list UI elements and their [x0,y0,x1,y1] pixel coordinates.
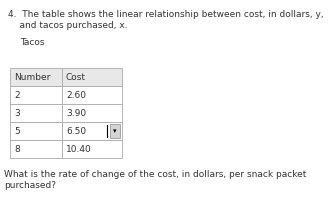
Text: purchased?: purchased? [4,181,56,190]
Bar [62,122,122,140]
Bar [10,104,62,122]
Bar [110,124,120,138]
Text: 3.90: 3.90 [66,109,86,118]
Text: 6.50: 6.50 [66,126,86,135]
Text: Tacos: Tacos [20,38,44,47]
Text: 10.40: 10.40 [66,144,92,154]
Bar [62,68,122,86]
Bar [62,140,122,158]
Bar [10,140,62,158]
Bar [10,68,62,86]
Text: Number: Number [14,72,50,81]
Text: What is the rate of change of the cost, in dollars, per snack packet: What is the rate of change of the cost, … [4,170,306,179]
Text: 5: 5 [14,126,20,135]
Bar [62,104,122,122]
Text: 3: 3 [14,109,20,118]
Text: and tacos purchased, x.: and tacos purchased, x. [8,21,127,30]
Text: 8: 8 [14,144,20,154]
Text: 4.  The table shows the linear relationship between cost, in dollars, y,: 4. The table shows the linear relationsh… [8,10,324,19]
Text: 2.60: 2.60 [66,91,86,100]
Text: ▾: ▾ [113,128,117,134]
Bar [10,86,62,104]
Bar [10,122,62,140]
Bar [62,86,122,104]
Text: 2: 2 [14,91,20,100]
Text: Cost: Cost [66,72,86,81]
